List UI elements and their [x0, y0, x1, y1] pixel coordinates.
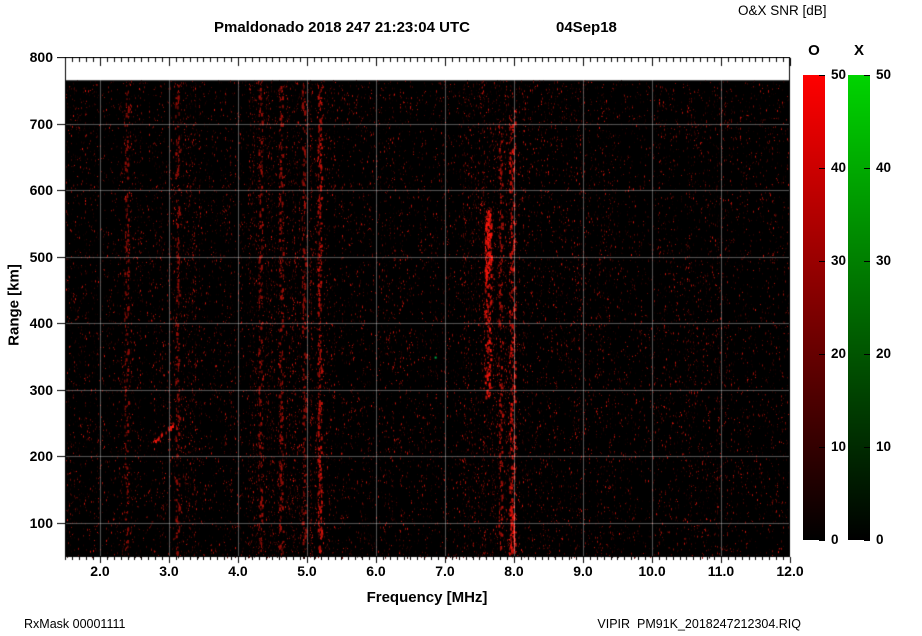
colorbar-tick-mark: [819, 75, 825, 76]
colorbar-tick-mark: [864, 540, 870, 541]
y-tick-label: 800: [29, 49, 53, 65]
y-tick-label: 100: [29, 515, 53, 532]
x-tick-label: 12.0: [776, 563, 804, 579]
colorbar-tick-mark: [819, 354, 825, 355]
colorbar-tick-label: 0: [876, 532, 884, 547]
y-tick-label: 700: [29, 115, 53, 132]
colorbar-tick-mark: [819, 168, 825, 169]
colorbar-tick-mark: [819, 261, 825, 262]
y-tick-label: 500: [29, 248, 53, 265]
ionogram-plot-canvas: [57, 57, 797, 565]
footer-rxmask: RxMask 00001111: [24, 617, 126, 631]
colorbar-tick-label: 40: [876, 160, 892, 175]
y-axis-tick-labels: 100 200 300 400 500 600 700 800: [0, 49, 56, 577]
colorbar-o-gradient: [803, 75, 825, 540]
colorbar-tick-label: 50: [876, 67, 892, 82]
colorbar-tick-label: 40: [831, 160, 847, 175]
x-tick-label: 9.0: [573, 563, 593, 579]
x-tick-label: 2.0: [90, 563, 110, 579]
page-title: Pmaldonado 2018 247 21:23:04 UTC: [214, 19, 470, 36]
x-tick-label: 5.0: [297, 563, 317, 579]
colorbar-tick-label: 30: [876, 253, 892, 268]
x-tick-label: 3.0: [159, 563, 179, 579]
y-tick-label: 400: [29, 315, 53, 332]
colorbar-tick-label: 30: [831, 253, 847, 268]
y-tick-label: 600: [29, 182, 53, 199]
date-label: 04Sep18: [556, 19, 617, 36]
y-tick-label: 200: [29, 448, 53, 465]
y-tick-label: 300: [29, 381, 53, 398]
colorbar-o: O 0 10 20 30 40 50: [803, 42, 865, 562]
colorbar-tick-label: 50: [831, 67, 847, 82]
colorbar-x-label: X: [853, 42, 864, 59]
x-tick-label: 10.0: [638, 563, 666, 579]
colorbar-tick-label: 20: [876, 346, 892, 361]
colorbar-tick-mark: [864, 447, 870, 448]
colorbar-x: X 0 10 20 30 40 50: [848, 42, 910, 562]
footer-filename: VIPIR PM91K_2018247212304.RIQ: [597, 617, 801, 631]
x-tick-label: 8.0: [504, 563, 524, 579]
x-tick-label: 4.0: [228, 563, 248, 579]
colorbar-tick-mark: [819, 540, 825, 541]
x-axis-tick-labels: 2.0 3.0 4.0 5.0 6.0 7.0 8.0 9.0 10.0 11.0 12.0: [57, 563, 837, 585]
x-axis-label: Frequency [MHz]: [366, 589, 488, 606]
x-tick-label: 6.0: [366, 563, 386, 579]
colorbar-tick-label: 10: [876, 439, 892, 454]
colorbar-tick-mark: [864, 261, 870, 262]
colorbar-o-label: O: [808, 42, 820, 59]
colorbar-tick-label: 10: [831, 439, 847, 454]
x-tick-label: 11.0: [707, 563, 735, 579]
colorbar-x-gradient: [848, 75, 870, 540]
colorbar-tick-label: 20: [831, 346, 847, 361]
colorbar-title: O&X SNR [dB]: [738, 3, 827, 18]
x-tick-label: 7.0: [435, 563, 455, 579]
colorbar-tick-mark: [864, 168, 870, 169]
y-axis-label: Range [km]: [5, 264, 23, 346]
colorbar-tick-mark: [864, 354, 870, 355]
colorbar-tick-label: 0: [831, 532, 839, 547]
colorbar-tick-mark: [864, 75, 870, 76]
colorbar-tick-mark: [819, 447, 825, 448]
